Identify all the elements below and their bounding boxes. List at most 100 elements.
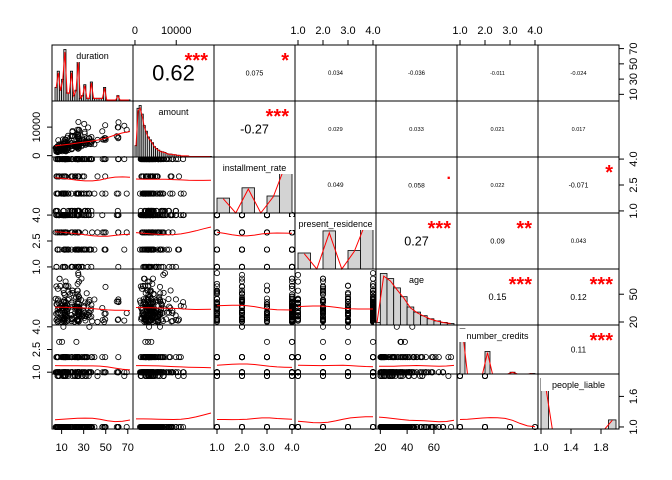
- scatter-point: [89, 229, 96, 236]
- scatter-point: [102, 136, 109, 143]
- histogram-bar: [216, 197, 230, 214]
- scatter-point: [115, 298, 122, 305]
- axis-tick-label: 1.6: [628, 389, 640, 404]
- scatter-point: [263, 310, 270, 317]
- scatter-point: [319, 372, 326, 379]
- scatter-point: [157, 190, 164, 197]
- scatter-point: [102, 354, 109, 361]
- scatter-point: [74, 287, 81, 294]
- smooth-line: [54, 417, 131, 423]
- scatter-point: [121, 122, 128, 129]
- scatter-point: [54, 246, 61, 253]
- scatter-point: [148, 246, 155, 253]
- scatter-point: [369, 354, 376, 361]
- scatter-point: [148, 308, 155, 315]
- significance-stars: **: [516, 218, 532, 240]
- scatter-point: [76, 308, 83, 315]
- histogram-amount: amount: [134, 105, 212, 158]
- scatter-point: [65, 246, 72, 253]
- scatter-point: [145, 310, 152, 317]
- significance-stars: .: [447, 166, 451, 183]
- axis-tick-label: 3.0: [340, 25, 355, 37]
- scatter-point: [69, 173, 76, 180]
- smooth-line: [54, 231, 131, 237]
- scatter-point: [56, 310, 63, 317]
- histogram-present_residence: present_residence: [287, 217, 384, 271]
- scatter-point: [263, 282, 270, 289]
- scatter-point: [140, 423, 147, 430]
- axis-tick-label: 3.0: [502, 25, 517, 37]
- axis-tick-label: 50: [100, 442, 112, 454]
- scatter-point: [319, 306, 326, 313]
- histogram-duration: duration: [54, 49, 131, 102]
- scatter-point: [82, 317, 89, 324]
- scatter-point: [99, 354, 106, 361]
- scatter-point: [145, 338, 152, 345]
- scatter-point: [76, 293, 83, 300]
- scatter-point: [506, 423, 513, 430]
- scatter-point: [81, 309, 88, 316]
- scatter-point: [60, 287, 67, 294]
- scatter-point: [319, 354, 326, 361]
- correlation-value: 0.27: [404, 234, 429, 248]
- variable-label-age: age: [409, 275, 424, 285]
- scatter-point: [165, 246, 172, 253]
- scatter-point: [141, 190, 148, 197]
- correlation-value: -0.27: [240, 122, 269, 136]
- scatter-point: [163, 316, 170, 323]
- smooth-line: [297, 305, 373, 310]
- scatter-cell-number_credits-vs-present_residence: [294, 323, 376, 376]
- scatter-point: [393, 369, 400, 376]
- correlation-value: 0.09: [490, 237, 505, 246]
- scatter-point: [385, 354, 392, 361]
- scatter-point: [435, 369, 442, 376]
- scatter-point: [377, 372, 384, 379]
- scatter-point: [172, 296, 179, 303]
- scatter-cell-people_liable-vs-present_residence: [294, 372, 376, 430]
- scatter-point: [160, 190, 167, 197]
- scatter-point: [69, 128, 76, 135]
- scatter-point: [68, 246, 75, 253]
- panel-frame: [51, 156, 134, 214]
- scatter-point: [319, 313, 326, 320]
- scatter-point: [86, 135, 93, 142]
- scatter-point: [419, 372, 426, 379]
- histogram-number_credits: number_credits: [457, 328, 538, 375]
- scatter-point: [149, 275, 156, 282]
- scatter-point: [180, 423, 187, 430]
- scatter-point: [148, 300, 155, 307]
- scatter-point: [66, 295, 73, 302]
- scatter-point: [84, 300, 91, 307]
- scatter-point: [263, 295, 270, 302]
- panel-frame: [294, 268, 377, 326]
- scatter-cell-amount-vs-duration: [52, 119, 131, 156]
- scatter-point: [238, 275, 245, 282]
- axis-tick-label: 1.0: [31, 365, 43, 380]
- axis-tick-label: 1.0: [452, 25, 467, 37]
- scatter-cell-age-vs-installment_rate: [213, 270, 295, 325]
- scatter-point: [121, 372, 128, 379]
- scatter-point: [213, 270, 220, 277]
- scatter-point: [54, 310, 61, 317]
- smooth-line: [55, 306, 131, 311]
- scatter-point: [418, 354, 425, 361]
- scatter-point: [64, 423, 71, 430]
- scatter-point: [138, 285, 145, 292]
- significance-stars: ***: [185, 50, 209, 72]
- scatter-point: [167, 423, 174, 430]
- scatter-point: [319, 423, 326, 430]
- axis-tick-label: 2.0: [477, 25, 492, 37]
- scatter-cell-age-vs-duration: [52, 270, 131, 325]
- scatter-point: [319, 283, 326, 290]
- scatter-point: [405, 372, 412, 379]
- smooth-line: [136, 412, 212, 421]
- scatter-point: [65, 283, 72, 290]
- scatter-point: [64, 296, 71, 303]
- scatter-point: [344, 354, 351, 361]
- scatter-point: [102, 229, 109, 236]
- scatter-point: [344, 338, 351, 345]
- scatter-cell-people_liable-vs-duration: [52, 372, 131, 430]
- scatter-point: [136, 369, 143, 376]
- histogram-bar: [379, 273, 388, 326]
- scatter-point: [420, 423, 427, 430]
